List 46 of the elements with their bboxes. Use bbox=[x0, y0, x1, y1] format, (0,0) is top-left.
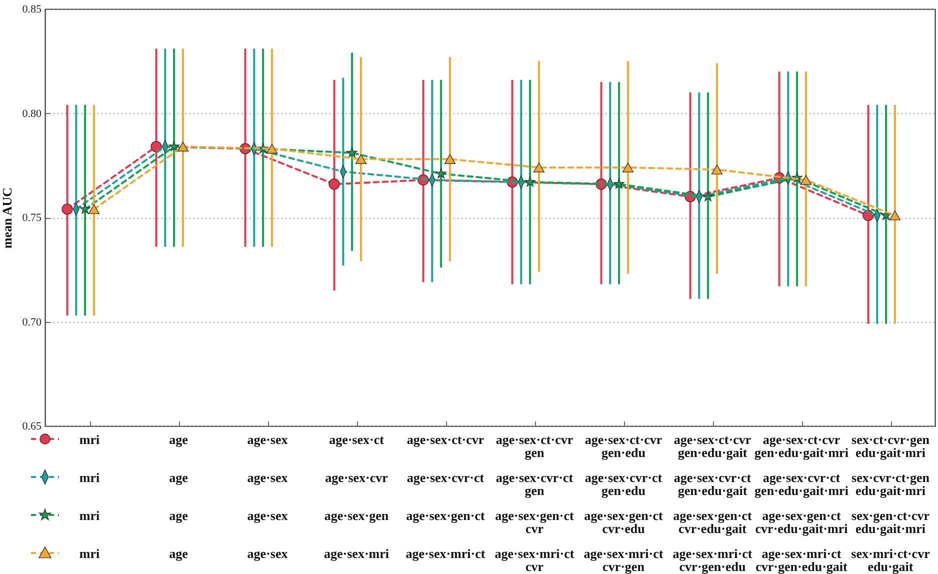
text: sex·cvr·ct·gen edu·gait·mri bbox=[852, 470, 930, 498]
text: age·sex·cvr·ct bbox=[406, 470, 484, 485]
text: age·sex·gen·ct cvr bbox=[495, 508, 574, 536]
y-axis-title: mean AUC bbox=[0, 187, 14, 249]
text: mri bbox=[79, 508, 100, 523]
text: age·sex·ct·cvr bbox=[406, 432, 484, 447]
y-tick-label: 0.85 bbox=[22, 4, 42, 16]
text: age·sex·gen·ct cvr·edu·gait·mri bbox=[755, 508, 848, 536]
text: age·sex·ct·cvr gen·edu bbox=[584, 432, 662, 460]
y-tick-label: 0.70 bbox=[22, 316, 42, 328]
text: age·sex·mri·ct cvr bbox=[494, 546, 574, 574]
text: age bbox=[169, 508, 188, 523]
text: age·sex bbox=[247, 546, 288, 561]
text: age·sex·mri bbox=[324, 546, 389, 561]
text: age·sex·cvr·ct gen·edu·gait bbox=[674, 470, 752, 498]
text: age·sex·mri·ct cvr·gen bbox=[584, 546, 664, 574]
text: age·sex·gen·ct cvr·edu bbox=[584, 508, 663, 536]
text: age·sex·gen bbox=[324, 508, 389, 523]
text: age·sex bbox=[247, 432, 288, 447]
text: age bbox=[169, 546, 188, 561]
text: age·sex·cvr·ct gen·edu·gait·mri bbox=[754, 470, 848, 498]
text: age bbox=[169, 432, 188, 447]
text: age·sex·mri·ct bbox=[406, 546, 486, 561]
text: mri bbox=[79, 432, 100, 447]
text: age·sex·ct·cvr gen bbox=[496, 432, 574, 460]
text: age·sex·gen·ct cvr·edu·gait bbox=[673, 508, 752, 536]
text: sex·gen·ct·cvr edu·gait·mri bbox=[852, 508, 930, 536]
text: age·sex bbox=[247, 508, 288, 523]
text: age bbox=[169, 470, 188, 485]
text: age·sex·mri·ct cvr·gen·edu bbox=[672, 546, 752, 574]
text: age·sex·cvr·ct gen·edu bbox=[584, 470, 662, 498]
text: age·sex·cvr bbox=[325, 470, 388, 485]
text: age·sex·ct bbox=[329, 432, 384, 447]
text: sex·mri·ct·cvr edu·gait bbox=[851, 546, 930, 574]
text: age·sex·mri·ct cvr·gen·edu·gait bbox=[756, 546, 848, 574]
text: age·sex·gen·ct bbox=[406, 508, 485, 523]
text: age·sex·ct·cvr gen·edu·gait·mri bbox=[754, 432, 848, 460]
text: mri bbox=[79, 546, 100, 561]
y-tick-label: 0.80 bbox=[22, 108, 42, 120]
text: age·sex·ct·cvr gen·edu·gait bbox=[674, 432, 752, 460]
text: age·sex bbox=[247, 470, 288, 485]
text: mri bbox=[79, 470, 100, 485]
text: age·sex·cvr·ct gen bbox=[496, 470, 574, 498]
y-tick-label: 0.75 bbox=[22, 212, 42, 224]
text: sex·ct·cvr·gen edu·gait·mri bbox=[852, 432, 930, 460]
y-tick-label: 0.65 bbox=[22, 420, 42, 432]
